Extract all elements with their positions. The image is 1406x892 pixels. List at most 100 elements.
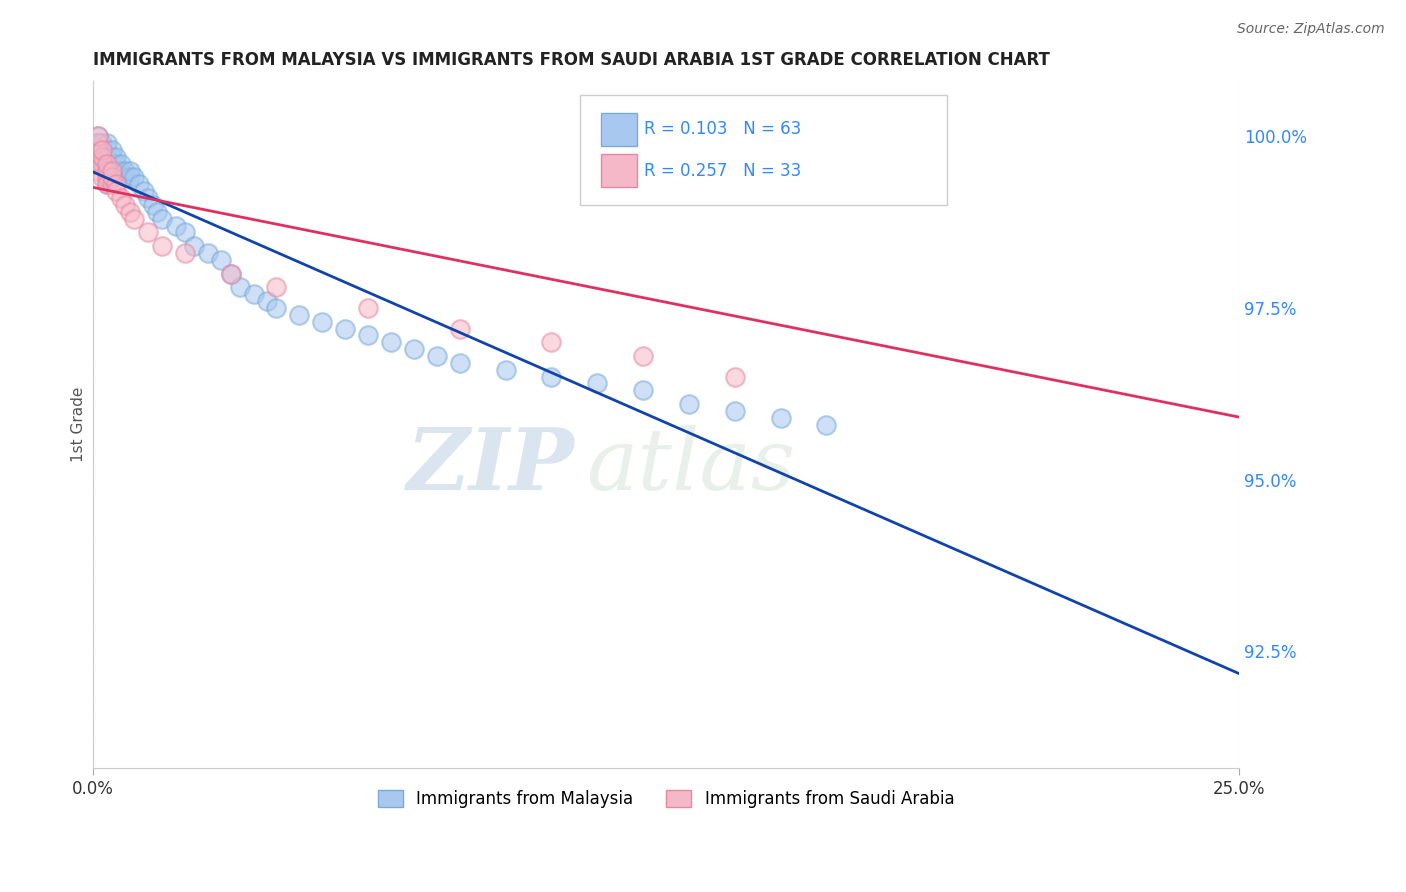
Point [91, 143, 114, 157]
Point [402, 342, 425, 356]
Point [769, 410, 792, 425]
Text: IMMIGRANTS FROM MALAYSIA VS IMMIGRANTS FROM SAUDI ARABIA 1ST GRADE CORRELATION C: IMMIGRANTS FROM MALAYSIA VS IMMIGRANTS F… [93, 51, 1050, 69]
Point [128, 178, 150, 192]
Point [631, 384, 654, 398]
Point [136, 191, 159, 205]
Point [173, 226, 195, 240]
Point [724, 369, 747, 384]
Point [110, 191, 132, 205]
Point [96, 150, 118, 164]
Point [380, 335, 402, 350]
Legend: Immigrants from Malaysia, Immigrants from Saudi Arabia: Immigrants from Malaysia, Immigrants fro… [371, 783, 962, 814]
Point [118, 170, 141, 185]
Point [197, 246, 219, 260]
Text: R = 0.103   N = 63: R = 0.103 N = 63 [644, 120, 801, 138]
Point [96, 178, 118, 192]
Point [100, 170, 122, 185]
Point [91, 150, 114, 164]
Point [124, 211, 146, 226]
FancyBboxPatch shape [581, 95, 946, 205]
FancyBboxPatch shape [600, 153, 637, 187]
Point [335, 321, 357, 335]
Point [110, 157, 132, 171]
Point [219, 267, 242, 281]
Point [96, 163, 118, 178]
Point [110, 163, 132, 178]
Point [100, 170, 122, 185]
Point [114, 198, 136, 212]
Point [426, 349, 449, 363]
Point [105, 170, 128, 185]
Point [87, 136, 110, 150]
Point [96, 143, 118, 157]
Point [100, 157, 122, 171]
Point [87, 163, 110, 178]
Point [96, 157, 118, 171]
Point [87, 136, 110, 150]
Point [96, 136, 118, 150]
Point [586, 376, 609, 391]
Point [219, 267, 242, 281]
Point [540, 335, 562, 350]
Point [724, 404, 747, 418]
Point [124, 170, 146, 185]
Point [105, 157, 128, 171]
Point [229, 280, 252, 294]
Point [118, 204, 141, 219]
Point [114, 170, 136, 185]
Point [91, 136, 114, 150]
Point [100, 163, 122, 178]
Point [118, 163, 141, 178]
Point [100, 143, 122, 157]
Point [105, 184, 128, 198]
Point [96, 157, 118, 171]
Point [136, 226, 159, 240]
Point [357, 328, 380, 343]
Point [100, 178, 122, 192]
Point [87, 143, 110, 157]
Point [105, 163, 128, 178]
Point [96, 170, 118, 185]
Point [105, 150, 128, 164]
Point [87, 157, 110, 171]
Point [266, 301, 288, 315]
Point [105, 178, 128, 192]
Point [91, 150, 114, 164]
Point [91, 157, 114, 171]
Point [449, 321, 471, 335]
Point [132, 184, 155, 198]
Point [678, 397, 700, 411]
Point [266, 280, 288, 294]
Point [150, 211, 173, 226]
Point [256, 294, 278, 309]
Point [150, 239, 173, 253]
Y-axis label: 1st Grade: 1st Grade [72, 387, 86, 462]
Point [91, 170, 114, 185]
Point [91, 143, 114, 157]
Point [884, 129, 907, 144]
Point [87, 150, 110, 164]
Point [96, 163, 118, 178]
FancyBboxPatch shape [600, 112, 637, 146]
Point [87, 129, 110, 144]
Point [100, 150, 122, 164]
Point [100, 163, 122, 178]
Point [165, 219, 187, 233]
Point [242, 287, 264, 301]
Text: Source: ZipAtlas.com: Source: ZipAtlas.com [1237, 22, 1385, 37]
Point [449, 356, 471, 370]
Point [357, 301, 380, 315]
Point [114, 163, 136, 178]
Point [311, 315, 333, 329]
Text: atlas: atlas [586, 425, 794, 508]
Point [87, 143, 110, 157]
Point [173, 246, 195, 260]
Point [540, 369, 562, 384]
Point [87, 150, 110, 164]
Point [495, 362, 517, 376]
Point [288, 308, 311, 322]
Point [96, 170, 118, 185]
Point [146, 204, 169, 219]
Text: R = 0.257   N = 33: R = 0.257 N = 33 [644, 161, 801, 179]
Point [96, 178, 118, 192]
